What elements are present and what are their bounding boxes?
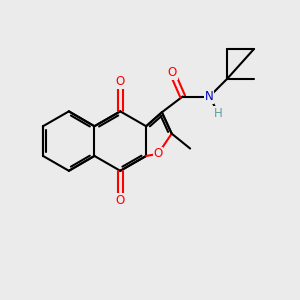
Text: O: O (116, 75, 125, 88)
Text: O: O (153, 147, 163, 161)
Text: O: O (116, 194, 125, 207)
Text: N: N (205, 90, 214, 103)
Text: O: O (168, 66, 177, 79)
Text: H: H (214, 107, 223, 120)
